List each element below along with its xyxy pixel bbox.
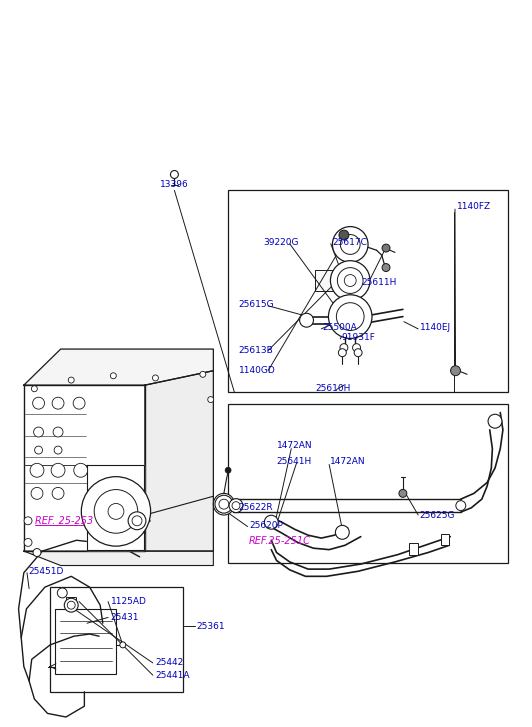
Circle shape bbox=[34, 427, 44, 437]
Circle shape bbox=[382, 244, 390, 252]
Circle shape bbox=[35, 446, 43, 454]
Circle shape bbox=[232, 502, 240, 510]
Circle shape bbox=[108, 504, 124, 519]
Circle shape bbox=[153, 375, 159, 381]
Circle shape bbox=[128, 512, 146, 530]
Circle shape bbox=[328, 294, 372, 339]
Circle shape bbox=[456, 501, 466, 510]
Circle shape bbox=[31, 386, 37, 392]
Text: 25431: 25431 bbox=[111, 613, 139, 622]
Circle shape bbox=[24, 539, 32, 547]
Bar bbox=[228, 190, 508, 393]
Circle shape bbox=[30, 463, 44, 477]
Text: 91931F: 91931F bbox=[342, 333, 376, 342]
Polygon shape bbox=[24, 551, 213, 566]
Circle shape bbox=[52, 487, 64, 499]
Circle shape bbox=[451, 366, 461, 376]
Circle shape bbox=[57, 588, 67, 598]
Circle shape bbox=[110, 373, 117, 379]
Text: 25451D: 25451D bbox=[28, 567, 63, 576]
Circle shape bbox=[337, 268, 363, 294]
Circle shape bbox=[53, 427, 63, 437]
Text: 25442: 25442 bbox=[155, 659, 184, 667]
Circle shape bbox=[68, 377, 74, 383]
Circle shape bbox=[54, 446, 62, 454]
Text: 13396: 13396 bbox=[160, 180, 189, 189]
Circle shape bbox=[208, 397, 214, 403]
Text: 25500A: 25500A bbox=[323, 323, 358, 332]
Circle shape bbox=[120, 642, 126, 648]
Text: 1140EJ: 1140EJ bbox=[420, 323, 451, 332]
Circle shape bbox=[94, 489, 138, 533]
Bar bbox=[409, 543, 418, 555]
Text: 25615G: 25615G bbox=[239, 300, 275, 309]
Circle shape bbox=[33, 549, 41, 556]
Circle shape bbox=[24, 517, 32, 525]
Text: 25613B: 25613B bbox=[239, 346, 273, 355]
Circle shape bbox=[52, 397, 64, 409]
Circle shape bbox=[399, 489, 407, 497]
Bar bbox=[315, 270, 344, 292]
Ellipse shape bbox=[213, 494, 235, 515]
Circle shape bbox=[215, 495, 233, 513]
Circle shape bbox=[64, 598, 78, 612]
Bar bbox=[55, 608, 116, 674]
Circle shape bbox=[132, 516, 142, 526]
Text: 1472AN: 1472AN bbox=[330, 457, 366, 466]
Text: REF.25-251C: REF.25-251C bbox=[249, 536, 311, 546]
Bar bbox=[66, 597, 77, 605]
Circle shape bbox=[300, 313, 313, 327]
Circle shape bbox=[332, 227, 368, 262]
Circle shape bbox=[229, 499, 243, 513]
Text: 25610H: 25610H bbox=[315, 384, 351, 393]
Text: 25625G: 25625G bbox=[420, 510, 455, 520]
Text: 25620P: 25620P bbox=[249, 521, 283, 529]
Text: 25617C: 25617C bbox=[332, 238, 367, 246]
Text: 25361: 25361 bbox=[196, 622, 225, 630]
Circle shape bbox=[225, 467, 231, 473]
Circle shape bbox=[353, 344, 361, 352]
Text: 25611H: 25611H bbox=[362, 278, 397, 287]
Circle shape bbox=[338, 349, 346, 357]
Circle shape bbox=[170, 171, 178, 178]
Circle shape bbox=[339, 230, 349, 240]
Text: 1140FZ: 1140FZ bbox=[456, 202, 491, 212]
Circle shape bbox=[31, 487, 43, 499]
Circle shape bbox=[219, 499, 229, 509]
Text: 25441A: 25441A bbox=[155, 671, 190, 680]
Circle shape bbox=[81, 477, 151, 546]
Text: REF. 25-253: REF. 25-253 bbox=[36, 515, 94, 526]
Text: 1140GD: 1140GD bbox=[239, 366, 276, 375]
Polygon shape bbox=[87, 465, 144, 550]
Circle shape bbox=[67, 601, 75, 609]
Circle shape bbox=[264, 515, 278, 529]
Circle shape bbox=[340, 344, 348, 352]
Circle shape bbox=[330, 261, 370, 300]
Circle shape bbox=[354, 349, 362, 357]
Text: 25641H: 25641H bbox=[277, 457, 312, 466]
Polygon shape bbox=[24, 349, 213, 385]
Text: 39220G: 39220G bbox=[263, 238, 298, 246]
Text: 1125AD: 1125AD bbox=[111, 597, 147, 606]
Bar bbox=[50, 587, 183, 692]
Text: 1472AN: 1472AN bbox=[277, 441, 312, 450]
Polygon shape bbox=[24, 385, 145, 551]
Circle shape bbox=[200, 371, 206, 377]
Circle shape bbox=[51, 463, 65, 477]
Circle shape bbox=[32, 397, 45, 409]
Bar bbox=[228, 404, 508, 563]
Circle shape bbox=[340, 235, 360, 254]
Circle shape bbox=[73, 397, 85, 409]
Circle shape bbox=[382, 264, 390, 271]
Circle shape bbox=[488, 414, 502, 428]
Circle shape bbox=[336, 302, 364, 331]
Text: 25622R: 25622R bbox=[239, 503, 273, 513]
Circle shape bbox=[335, 526, 350, 539]
Bar bbox=[441, 534, 449, 545]
Circle shape bbox=[74, 463, 88, 477]
Polygon shape bbox=[145, 371, 213, 551]
Circle shape bbox=[344, 275, 356, 286]
